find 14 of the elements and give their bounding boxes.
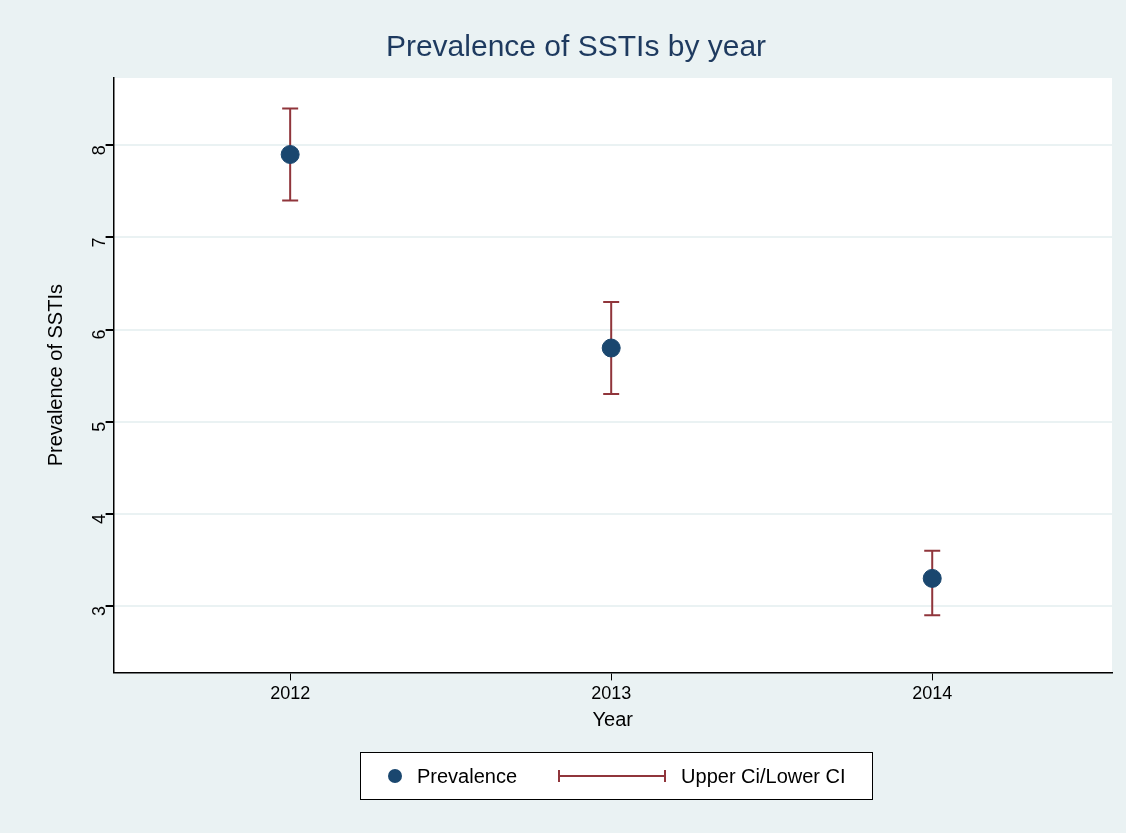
y-tick-label: 7 <box>88 237 109 248</box>
x-tick-label: 2014 <box>912 683 953 704</box>
x-axis-title: Year <box>592 707 634 730</box>
x-tick-label: 2013 <box>591 683 632 704</box>
y-tick-label: 3 <box>88 606 109 617</box>
chart-title: Prevalence of SSTIs by year <box>385 29 767 63</box>
y-tick-label: 4 <box>88 513 109 524</box>
legend-label: Upper Ci/Lower CI <box>681 764 846 788</box>
y-tick-label: 5 <box>88 421 109 432</box>
y-tick-label: 8 <box>88 145 109 156</box>
legend-label: Prevalence <box>417 764 518 788</box>
y-tick-label: 6 <box>88 329 109 340</box>
x-tick-label: 2012 <box>270 683 311 704</box>
y-axis-title: Prevalence of SSTIs <box>43 284 66 467</box>
